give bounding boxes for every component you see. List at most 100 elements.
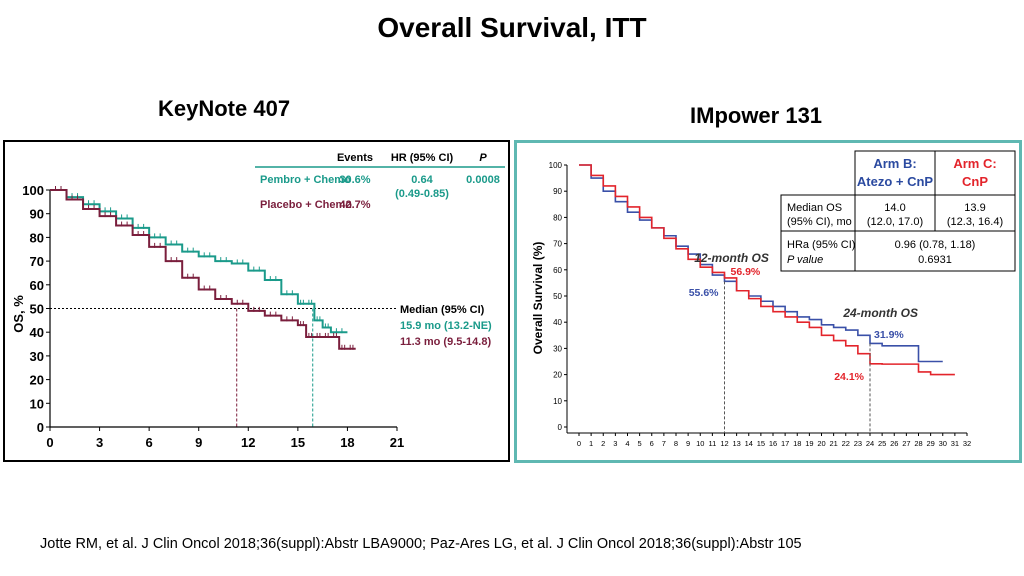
km2-landmark-label-arm-c-24: 24.1% xyxy=(834,371,864,383)
km1-header-events: Events xyxy=(337,152,373,164)
km2-x-tick-label: 24 xyxy=(866,439,874,448)
km2-annotation: 24-month OS xyxy=(842,306,918,320)
km2-x-tick-label: 8 xyxy=(674,439,678,448)
p-value: 0.6931 xyxy=(918,254,952,266)
km1-y-tick-label: 90 xyxy=(30,207,44,222)
km1-row1-hr: 0.64 xyxy=(411,174,433,186)
km2-x-tick-label: 4 xyxy=(625,439,629,448)
km1-x-tick-label: 15 xyxy=(291,435,305,450)
km1-y-tick-label: 50 xyxy=(30,302,44,317)
hr-value: 0.96 (0.78, 1.18) xyxy=(895,239,976,251)
arm-c-header-2: CnP xyxy=(962,174,988,189)
km1-y-tick-label: 70 xyxy=(30,254,44,269)
km2-x-tick-label: 29 xyxy=(926,439,934,448)
km1-y-tick-label: 20 xyxy=(30,373,44,388)
km2-x-tick-label: 30 xyxy=(939,439,947,448)
km2-annotation: 12-month OS xyxy=(694,251,769,265)
arm-b-header-2: Atezo + CnP xyxy=(857,174,934,189)
km1-row2-label: Placebo + Chemo xyxy=(260,199,352,211)
km2-x-tick-label: 10 xyxy=(696,439,704,448)
km1-x-tick-label: 21 xyxy=(390,435,404,450)
km1-x-tick-label: 6 xyxy=(146,435,153,450)
km1-median-pembro: 15.9 mo (13.2-NE) xyxy=(400,320,492,332)
km2-x-tick-label: 25 xyxy=(878,439,886,448)
km1-header-hr: HR (95% CI) xyxy=(391,152,454,164)
km1-series-placebo xyxy=(50,189,356,350)
km2-x-tick-label: 19 xyxy=(805,439,813,448)
km2-x-tick-label: 21 xyxy=(829,439,837,448)
km2-y-tick-label: 0 xyxy=(558,423,563,432)
km2-x-tick-label: 5 xyxy=(638,439,642,448)
km2-x-tick-label: 9 xyxy=(686,439,690,448)
arm-c-median-ci: (12.3, 16.4) xyxy=(947,216,1003,228)
footnote: Jotte RM, et al. J Clin Oncol 2018;36(su… xyxy=(40,536,802,552)
arm-b-header-1: Arm B: xyxy=(873,156,916,171)
km2-x-tick-label: 13 xyxy=(732,439,740,448)
hr-label: HRa (95% CI) xyxy=(787,239,855,251)
median-os-label-1: Median OS xyxy=(787,202,842,214)
arm-c-median: 13.9 xyxy=(964,202,985,214)
km1-y-tick-label: 100 xyxy=(22,183,44,198)
km2-y-tick-label: 60 xyxy=(553,266,562,275)
km1-x-tick-label: 12 xyxy=(241,435,255,450)
km2-x-tick-label: 7 xyxy=(662,439,666,448)
km2-x-tick-label: 12 xyxy=(720,439,728,448)
km1-row2-events: 42.7% xyxy=(339,199,370,211)
km1-x-tick-label: 9 xyxy=(195,435,202,450)
km2-y-tick-label: 90 xyxy=(553,187,562,196)
km2-x-tick-label: 26 xyxy=(890,439,898,448)
km2-y-tick-label: 50 xyxy=(553,292,562,301)
km2-x-tick-label: 17 xyxy=(781,439,789,448)
km2-x-tick-label: 32 xyxy=(963,439,971,448)
km2-y-tick-label: 10 xyxy=(553,397,562,406)
km2-x-tick-label: 2 xyxy=(601,439,605,448)
impower-summary-table: Arm B: Atezo + CnP Arm C: CnP Median OS … xyxy=(780,150,1016,272)
km2-x-tick-label: 22 xyxy=(842,439,850,448)
km1-y-tick-label: 10 xyxy=(30,396,44,411)
km1-row1-label: Pembro + Chemo xyxy=(260,174,351,186)
arm-b-median-ci: (12.0, 17.0) xyxy=(867,216,923,228)
km1-x-tick-label: 18 xyxy=(340,435,354,450)
km1-median-placebo: 11.3 mo (9.5-14.8) xyxy=(400,336,491,348)
km2-landmark-label-arm-b-24: 31.9% xyxy=(874,329,904,341)
km2-y-tick-label: 20 xyxy=(553,371,562,380)
km2-y-tick-label: 80 xyxy=(553,213,562,222)
km2-series-arm-c xyxy=(579,164,955,376)
km2-landmark-label-arm-c-12: 56.9% xyxy=(731,266,761,278)
km1-row1-events: 30.6% xyxy=(339,174,370,186)
slide-title: Overall Survival, ITT xyxy=(377,12,647,43)
km1-median-header: Median (95% CI) xyxy=(400,304,485,316)
km1-x-tick-label: 3 xyxy=(96,435,103,450)
keynote-ylabel: OS, % xyxy=(11,295,26,333)
impower-chart: Overall Survival (%) Arm B: Atezo + CnP … xyxy=(531,150,1016,448)
impower-ylabel: Overall Survival (%) xyxy=(531,242,545,355)
km1-x-tick-label: 0 xyxy=(46,435,53,450)
km2-x-tick-label: 6 xyxy=(650,439,654,448)
impower-title: IMpower 131 xyxy=(690,103,823,128)
p-label: P value xyxy=(787,254,823,266)
impower-panel: Overall Survival (%) Arm B: Atezo + CnP … xyxy=(514,140,1022,463)
arm-c-header-1: Arm C: xyxy=(953,156,996,171)
km1-row1-ci: (0.49-0.85) xyxy=(395,188,449,200)
km2-x-tick-label: 20 xyxy=(817,439,825,448)
km1-y-tick-label: 40 xyxy=(30,325,44,340)
km1-header-p: P xyxy=(479,152,487,164)
km2-x-tick-label: 11 xyxy=(708,439,716,448)
keynote-chart: OS, % Events HR (95% CI) P Pembro + Chem… xyxy=(11,152,505,450)
keynote-title: KeyNote 407 xyxy=(158,96,291,121)
km1-y-tick-label: 60 xyxy=(30,278,44,293)
km2-x-tick-label: 23 xyxy=(854,439,862,448)
km2-y-tick-label: 40 xyxy=(553,318,562,327)
km1-y-tick-label: 0 xyxy=(37,420,44,435)
km2-x-tick-label: 14 xyxy=(745,439,753,448)
km2-y-tick-label: 70 xyxy=(553,240,562,249)
arm-b-median: 14.0 xyxy=(884,202,905,214)
km2-landmark-label-arm-b-12: 55.6% xyxy=(689,287,719,299)
km2-x-tick-label: 27 xyxy=(902,439,910,448)
km2-x-tick-label: 31 xyxy=(951,439,959,448)
km2-x-tick-label: 16 xyxy=(769,439,777,448)
km1-row1-p: 0.0008 xyxy=(466,174,500,186)
keynote-panel: OS, % Events HR (95% CI) P Pembro + Chem… xyxy=(3,140,510,462)
km2-x-tick-label: 28 xyxy=(914,439,922,448)
km2-x-tick-label: 3 xyxy=(613,439,617,448)
